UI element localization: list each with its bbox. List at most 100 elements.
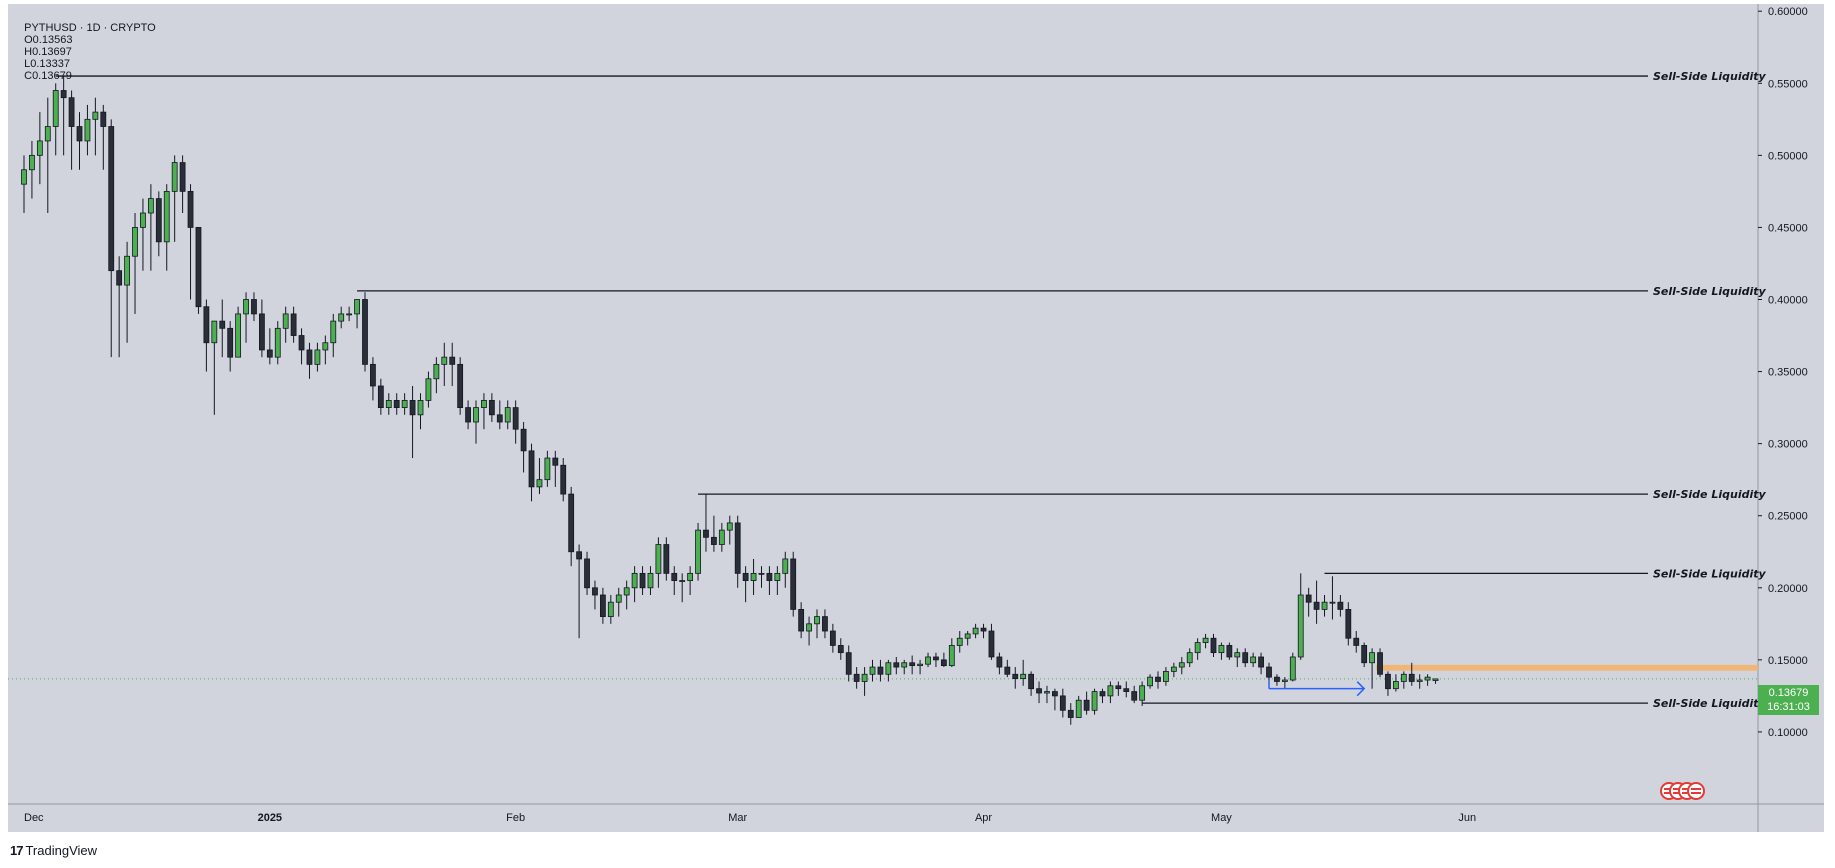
bullish-candle — [504, 407, 511, 423]
bearish-candle — [1258, 656, 1264, 668]
bearish-candle — [1361, 645, 1368, 664]
bullish-candle — [948, 645, 955, 667]
bullish-candle — [861, 673, 868, 682]
bearish-candle — [298, 335, 305, 351]
price-chart[interactable]: 0.60000 0.55000 0.50000 0.45000 0.40000 0.350… — [8, 4, 1824, 832]
bearish-candle — [195, 227, 202, 308]
bearish-candle — [449, 356, 456, 365]
bullish-candle — [147, 198, 154, 214]
bearish-candle — [599, 594, 606, 618]
bearish-candle — [703, 529, 709, 538]
bearish-candle — [560, 464, 567, 495]
bearish-candle — [100, 111, 107, 127]
bullish-candle — [322, 342, 329, 351]
time-tick-label: 2025 — [258, 812, 282, 824]
bearish-candle — [639, 572, 646, 589]
current-price-value: 0.13679 — [1768, 687, 1809, 699]
bearish-candle — [742, 572, 749, 581]
bearish-candle — [1115, 685, 1122, 690]
bullish-candle — [1297, 594, 1304, 658]
bearish-candle — [592, 587, 598, 596]
bearish-candle — [663, 544, 670, 574]
chart-area[interactable]: 0.60000 0.55000 0.50000 0.45000 0.40000 0.350… — [8, 4, 1824, 832]
sell-side-liquidity-label: Sell-Side Liquidity — [1653, 697, 1767, 710]
bearish-candle — [1052, 691, 1058, 697]
bearish-candle — [1004, 666, 1011, 675]
bullish-candle — [869, 666, 876, 675]
bullish-candle — [1147, 676, 1153, 687]
symbol-header: PYTHUSD · 1D · CRYPTO O0.13563 H0.13697 … — [18, 10, 162, 82]
bullish-candle — [52, 90, 59, 127]
bearish-candle — [1345, 609, 1352, 639]
bullish-candle — [655, 544, 662, 574]
price-tick-label: 0.55000 — [1768, 78, 1808, 90]
bullish-candle — [84, 118, 91, 142]
bullish-candle — [1107, 685, 1114, 697]
bullish-candle — [1218, 645, 1225, 654]
bullish-candle — [211, 320, 218, 344]
brand-name: TradingView — [25, 843, 98, 858]
bullish-candle — [235, 313, 242, 358]
bullish-candle — [885, 662, 892, 675]
bullish-candle — [29, 154, 35, 171]
bullish-candle — [679, 580, 686, 582]
price-tick-label: 0.10000 — [1768, 727, 1808, 739]
bullish-candle — [1234, 652, 1241, 658]
bearish-candle — [1123, 688, 1130, 692]
bullish-candle — [536, 479, 543, 488]
bullish-candle — [282, 313, 289, 329]
bullish-candle — [1170, 666, 1177, 672]
bearish-candle — [1083, 699, 1090, 711]
price-tick-label: 0.30000 — [1768, 439, 1808, 451]
arrow-head — [1356, 681, 1366, 697]
us-flag-icon[interactable] — [1687, 782, 1705, 800]
bullish-candle — [441, 356, 448, 365]
bearish-candle — [1242, 652, 1249, 664]
supply-zone — [1376, 664, 1758, 671]
bearish-candle — [1155, 676, 1161, 682]
bullish-candle — [425, 378, 432, 401]
bullish-candle — [607, 601, 614, 618]
bullish-candle — [758, 572, 765, 575]
bearish-candle — [266, 349, 273, 358]
price-tick-label: 0.40000 — [1768, 294, 1808, 306]
bearish-candle — [671, 572, 678, 581]
time-tick-label: Mar — [728, 812, 747, 824]
bullish-candle — [385, 399, 392, 409]
bearish-candle — [370, 363, 376, 387]
bullish-candle — [647, 572, 654, 589]
bullish-candle — [1400, 673, 1407, 682]
bearish-candle — [711, 536, 717, 545]
sell-side-liquidity-label: Sell-Side Liquidity — [1653, 567, 1767, 580]
bullish-candle — [163, 190, 170, 243]
bullish-candle — [1139, 685, 1146, 701]
tradingview-logo[interactable]: 17 TradingView — [10, 843, 97, 858]
bearish-candle — [837, 645, 844, 654]
bearish-candle — [853, 673, 860, 682]
bullish-candle — [354, 299, 360, 315]
sell-side-liquidity-label: Sell-Side Liquidity — [1653, 488, 1767, 501]
bearish-candle — [187, 190, 194, 228]
bearish-candle — [552, 457, 559, 466]
price-tick-label: 0.45000 — [1768, 222, 1808, 234]
bearish-candle — [980, 627, 987, 632]
bearish-candle — [1036, 688, 1042, 694]
bullish-candle — [1392, 681, 1399, 690]
bullish-candle — [964, 633, 971, 639]
symbol-title[interactable]: PYTHUSD · 1D · CRYPTO — [24, 22, 156, 34]
economic-events[interactable] — [1660, 782, 1712, 804]
tradingview-logo-icon: 17 — [10, 843, 24, 858]
bearish-candle — [362, 299, 368, 365]
bullish-candle — [330, 320, 337, 344]
bullish-candle — [623, 587, 630, 596]
bullish-candle — [917, 663, 923, 667]
bullish-candle — [1416, 679, 1423, 682]
bullish-candle — [338, 313, 345, 322]
time-tick-label: Dec — [24, 812, 44, 824]
bullish-candle — [687, 572, 694, 581]
price-tick-label: 0.20000 — [1768, 583, 1808, 595]
time-tick-label: Feb — [506, 812, 525, 824]
bearish-candle — [258, 313, 265, 351]
bearish-candle — [1210, 637, 1217, 654]
bearish-candle — [790, 558, 797, 610]
